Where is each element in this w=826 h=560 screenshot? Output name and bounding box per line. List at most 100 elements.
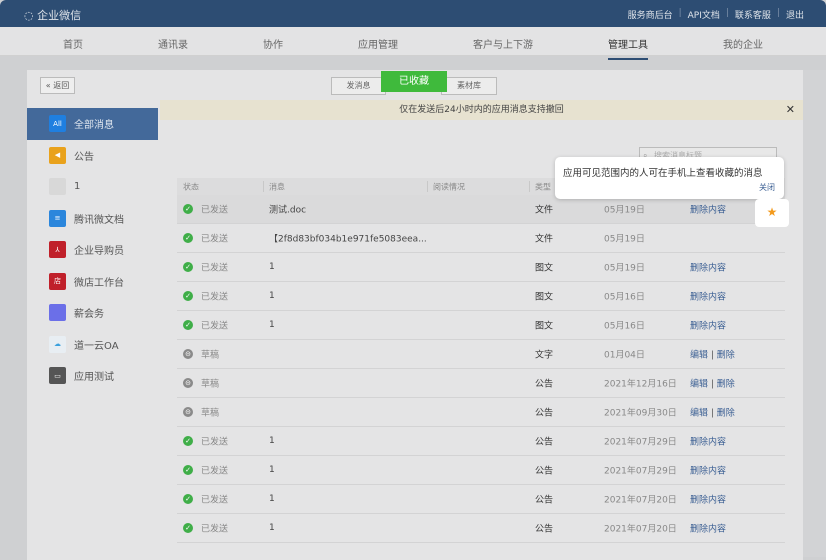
status-text: 草稿 xyxy=(201,350,220,361)
column-divider xyxy=(427,181,428,192)
scrollbar[interactable] xyxy=(803,70,826,557)
message-type: 文件 xyxy=(535,205,554,216)
delete-link[interactable]: 删除内容 xyxy=(690,437,727,448)
sidebar-item[interactable]: 薪会务 xyxy=(27,297,158,329)
status-text: 已发送 xyxy=(201,234,229,245)
sidebar-item-label: 微店工作台 xyxy=(74,277,124,289)
edit-link[interactable]: 编辑 xyxy=(690,379,709,390)
sidebar-item[interactable]: ◀ 公告 xyxy=(27,140,158,172)
sidebar-item[interactable]: All 全部消息 xyxy=(27,108,158,140)
sidebar-item[interactable]: ▭ 应用测试 xyxy=(27,360,158,392)
table-row: ✓ 已发送 测试.doc 文件 05月19日 删除内容 xyxy=(177,195,785,224)
back-button[interactable]: « 返回 xyxy=(40,77,75,94)
actions: 删除内容 xyxy=(690,522,726,535)
nav-item[interactable]: 我的企业 xyxy=(723,40,763,51)
table-row: ✓ 已发送 1 图文 05月16日 删除内容 xyxy=(177,282,785,311)
tab-send-message[interactable]: 发消息 xyxy=(331,77,386,95)
nav-item[interactable]: 应用管理 xyxy=(358,40,398,51)
sidebar-item-label: 应用测试 xyxy=(74,372,114,384)
delete-link[interactable]: 删除 xyxy=(716,379,735,390)
nav-item[interactable]: 通讯录 xyxy=(158,40,188,51)
delete-link[interactable]: 删除内容 xyxy=(690,205,727,216)
separator: | xyxy=(725,8,729,18)
status-text: 已发送 xyxy=(201,466,229,477)
actions: 删除内容 xyxy=(690,435,726,448)
cloud-icon: ☁ xyxy=(49,335,66,353)
table-row: ✓ 已发送 1 图文 05月19日 删除内容 xyxy=(177,253,785,282)
edit-link[interactable]: 编辑 xyxy=(690,408,709,419)
message-type: 图文 xyxy=(535,292,554,303)
tooltip: 应用可见范围内的人可在手机上查看收藏的消息 关闭 xyxy=(555,157,784,199)
chat-icon xyxy=(49,304,66,322)
status-text: 已发送 xyxy=(201,292,229,303)
delete-link[interactable]: 删除内容 xyxy=(690,292,727,303)
nav-item[interactable]: 协作 xyxy=(263,40,283,51)
sidebar: All 全部消息 ◀ 公告 1 ≡ 腾讯微文档 ⅄ 企业导购员店微店工作台 薪会务 ☁ 道一云OA ▭ 应… xyxy=(27,108,158,392)
message-title[interactable]: 1 xyxy=(269,465,275,475)
sidebar-item[interactable]: 店微店工作台 xyxy=(27,266,158,298)
table-row: ✓ 已发送 1 公告 2021年07月20日 删除内容 xyxy=(177,514,785,543)
separator: | xyxy=(708,350,717,361)
message-date: 05月19日 xyxy=(604,263,645,274)
status-text: 草稿 xyxy=(201,379,220,390)
sidebar-item-label: 公告 xyxy=(74,151,94,163)
message-title[interactable]: 1 xyxy=(269,291,275,301)
nav-item[interactable]: 管理工具 xyxy=(608,36,648,60)
separator: | xyxy=(678,8,682,18)
message-date: 2021年12月16日 xyxy=(604,379,677,390)
star-icon[interactable]: ★ xyxy=(755,199,789,227)
check-circle-icon: ✓ xyxy=(183,233,193,243)
message-title[interactable]: 1 xyxy=(269,436,275,446)
delete-link[interactable]: 删除内容 xyxy=(690,263,727,274)
sidebar-item-label: 全部消息 xyxy=(74,120,114,132)
logo[interactable]: ◌ 企业微信 xyxy=(24,9,82,22)
tab-material-library[interactable]: 素材库 xyxy=(441,77,497,95)
table-row: ✓ 已发送 1 公告 2021年07月29日 删除内容 xyxy=(177,456,785,485)
check-circle-icon: ✓ xyxy=(183,523,193,533)
table-row: ✓ 已发送 1 公告 2021年07月20日 删除内容 xyxy=(177,485,785,514)
top-link[interactable]: 服务商后台 xyxy=(627,11,673,21)
delete-link[interactable]: 删除 xyxy=(716,408,735,419)
app-thumbnail-icon xyxy=(49,178,66,196)
sidebar-item[interactable]: 1 xyxy=(27,171,158,203)
sidebar-item-label: 企业导购员 xyxy=(74,246,124,258)
tab-favorites[interactable]: 已收藏 xyxy=(381,71,447,92)
message-type: 公告 xyxy=(535,408,554,419)
message-title[interactable]: 1 xyxy=(269,494,275,504)
nav-item[interactable]: 客户与上下游 xyxy=(473,40,533,51)
top-link[interactable]: 联系客服 xyxy=(734,11,771,21)
sidebar-item[interactable]: ≡ 腾讯微文档 xyxy=(27,203,158,235)
message-title[interactable]: 1 xyxy=(269,262,275,272)
top-link[interactable]: 退出 xyxy=(785,11,804,21)
close-icon[interactable]: ✕ xyxy=(785,103,795,116)
message-date: 2021年07月20日 xyxy=(604,524,677,535)
shop-icon: 店 xyxy=(49,272,66,290)
sidebar-item-label: 薪会务 xyxy=(74,309,104,321)
delete-link[interactable]: 删除内容 xyxy=(690,524,727,535)
sidebar-item[interactable]: ⅄ 企业导购员 xyxy=(27,234,158,266)
message-date: 2021年07月20日 xyxy=(604,495,677,506)
message-title[interactable]: 1 xyxy=(269,320,275,330)
message-title[interactable]: 【2f8d83bf034b1e971fe5083eea... xyxy=(269,234,427,245)
table-row: ⊝ 草稿 公告 2021年09月30日 编辑 | 删除 xyxy=(177,398,785,427)
actions: 删除内容 xyxy=(690,261,726,274)
check-circle-icon: ✓ xyxy=(183,436,193,446)
top-link[interactable]: API文档 xyxy=(687,11,720,21)
search-icon: ⌕ xyxy=(643,151,648,160)
message-table: 状态 消息 阅读情况 类型 ✓ 已发送 测试.doc 文件 05月19日 删除内容 ✓ 已发送 【2f8… xyxy=(177,178,785,543)
delete-link[interactable]: 删除内容 xyxy=(690,466,727,477)
sidebar-item[interactable]: ☁ 道一云OA xyxy=(27,329,158,361)
nav-item[interactable]: 首页 xyxy=(63,40,83,51)
check-circle-icon: ✓ xyxy=(183,291,193,301)
delete-link[interactable]: 删除内容 xyxy=(690,495,727,506)
message-title[interactable]: 1 xyxy=(269,523,275,533)
megaphone-icon: ◀ xyxy=(49,146,66,164)
delete-link[interactable]: 删除 xyxy=(716,350,735,361)
all-icon: All xyxy=(49,115,66,133)
edit-link[interactable]: 编辑 xyxy=(690,350,709,361)
message-date: 05月19日 xyxy=(604,234,645,245)
check-circle-icon: ✓ xyxy=(183,494,193,504)
message-title[interactable]: 测试.doc xyxy=(269,205,307,216)
delete-link[interactable]: 删除内容 xyxy=(690,321,727,332)
tooltip-close-link[interactable]: 关闭 xyxy=(759,183,775,192)
